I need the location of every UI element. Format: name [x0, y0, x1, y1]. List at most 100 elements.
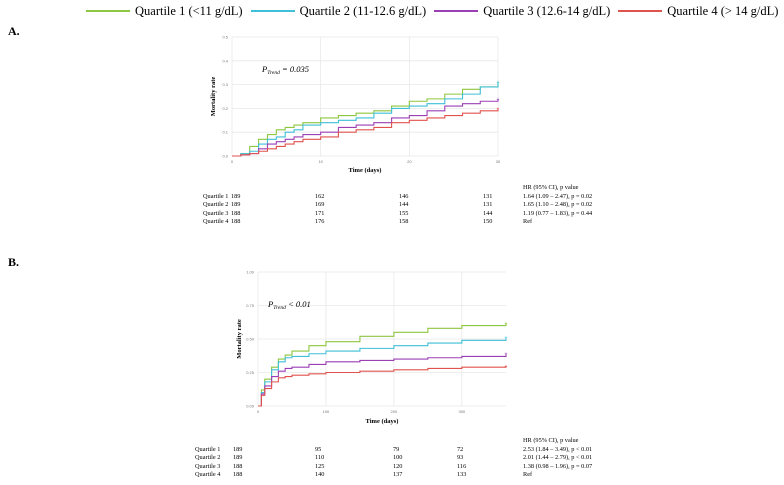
series-end-mark-a-q2: +: [497, 80, 500, 86]
risk-row-b-q3: Quartile 3 188 125 120 116 1.38 (0.98 – 1.96)…: [195, 463, 615, 472]
risk-hr-value: 2.53 (1.84 – 3.49), p < 0.01: [523, 445, 593, 453]
series-line-a-q1: [232, 82, 499, 157]
risk-count: 146: [399, 192, 409, 200]
risk-count: 95: [315, 445, 322, 453]
risk-row-label: Quartile 3: [195, 462, 221, 470]
risk-hr-value: 1.65 (1.10 – 2.48), p = 0.02: [523, 201, 593, 208]
risk-header-b: HR (95% CI), p value: [523, 437, 579, 444]
x-tick-label-a: 30: [496, 159, 501, 164]
risk-row-label: Quartile 2: [203, 201, 229, 208]
plot-area-a: [232, 37, 498, 156]
risk-count: 189: [231, 201, 241, 208]
risk-row-a-q2: Quartile 2 189 169 144 131 1.65 (1.10 – 2.48)…: [203, 201, 592, 210]
risk-count: 176: [315, 218, 325, 225]
risk-count: 189: [231, 192, 241, 200]
y-axis-label-a: Mortality rate: [210, 77, 217, 117]
risk-row-label: Quartile 4: [195, 471, 221, 478]
risk-hr-value: 1.38 (0.98 – 1.96), p = 0.07: [523, 462, 593, 470]
risk-count: 100: [393, 454, 403, 461]
y-axis-label-b: Mortality rate: [236, 319, 243, 359]
legend-item-q2: Quartile 2 (11-12.6 g/dL): [250, 3, 427, 19]
risk-count: 189: [233, 454, 243, 461]
y-tick-label-a: 0.0: [222, 154, 228, 159]
risk-row-b-q4: Quartile 4 188 140 137 133 Ref: [195, 471, 615, 480]
risk-count: 93: [457, 454, 464, 461]
y-tick-label-a: 0.2: [222, 106, 228, 111]
legend-swatch-q1: [86, 10, 130, 12]
risk-row-label: Quartile 3: [203, 209, 229, 217]
y-tick-label-b: 0.50: [246, 337, 255, 342]
x-tick-label-b: 300: [458, 409, 465, 414]
risk-row-label: Quartile 1: [195, 445, 221, 453]
series-end-mark-b-q4: +: [505, 364, 508, 370]
y-tick-label-b: 0.25: [246, 370, 255, 375]
x-axis-label-a: Time (days): [349, 167, 382, 174]
x-tick-label-b: 200: [391, 409, 398, 414]
risk-count: 188: [231, 218, 241, 225]
panel-b-label: B.: [8, 255, 20, 269]
series-end-mark-a-q4: +: [497, 106, 500, 112]
risk-count: 150: [483, 218, 493, 225]
risk-row-label: Quartile 4: [203, 218, 229, 225]
y-tick-label-a: 0.4: [222, 58, 228, 63]
series-line-b-q3: [258, 353, 507, 407]
y-tick-label-a: 0.5: [222, 35, 228, 40]
legend-label-q3: Quartile 3 (12.6-14 g/dL): [483, 3, 611, 18]
risk-count: 116: [457, 462, 467, 470]
risk-count: 188: [233, 462, 243, 470]
risk-count: 158: [399, 218, 409, 225]
legend: Quartile 1 (<11 g/dL) Quartile 2 (11-12.…: [86, 3, 784, 19]
risk-hr-value: Ref: [523, 471, 533, 478]
risk-table-a: HR (95% CI), p value Quartile 1 189 162 146 1…: [203, 184, 592, 232]
y-tick-label-b: 0.75: [246, 303, 255, 308]
risk-row-a-q3: Quartile 3 188 171 155 144 1.19 (0.77 – 1.83)…: [203, 209, 592, 219]
y-tick-label-a: 0.3: [222, 82, 228, 87]
risk-count: 155: [399, 209, 409, 217]
series-end-mark-b-q3: +: [505, 352, 508, 358]
series-end-mark-b-q2: +: [505, 336, 508, 342]
risk-hr-value: 2.01 (1.44 – 2.79), p < 0.01: [523, 454, 593, 461]
risk-row-label: Quartile 2: [195, 454, 221, 461]
legend-swatch-q3: [434, 10, 479, 12]
risk-row-a-q4: Quartile 4 188 176 158 150 Ref: [203, 218, 563, 227]
risk-count: 188: [231, 209, 241, 217]
risk-count: 120: [393, 462, 403, 470]
risk-count: 189: [233, 445, 243, 453]
risk-count: 110: [315, 454, 325, 461]
legend-label-q4: Quartile 4 (> 14 g/dL): [667, 3, 779, 18]
risk-count: 133: [457, 471, 467, 478]
series-end-mark-a-q3: +: [497, 97, 500, 103]
risk-row-b-q2: Quartile 2 189 110 100 93 2.01 (1.44 – 2.79),…: [195, 454, 615, 463]
risk-count: 72: [457, 445, 464, 453]
y-tick-label-b: 0.00: [246, 404, 255, 409]
risk-count: 140: [315, 471, 325, 478]
risk-count: 171: [315, 209, 325, 217]
risk-row-b-q1: Quartile 1 189 95 79 72 2.53 (1.84 – 3.49), p…: [195, 446, 615, 455]
p-trend-annotation-b: PTrend < 0.01: [267, 299, 311, 311]
series-line-a-q2: [232, 82, 499, 157]
legend-swatch-q4: [618, 10, 663, 12]
x-tick-label-b: 100: [323, 409, 330, 414]
risk-count: 188: [233, 471, 243, 478]
risk-count: 169: [315, 201, 325, 208]
x-tick-label-a: 0: [231, 159, 234, 164]
x-tick-label-a: 10: [318, 159, 323, 164]
risk-count: 144: [399, 201, 409, 208]
risk-count: 162: [315, 192, 325, 200]
p-trend-annotation-a: PTrend = 0.035: [261, 64, 309, 76]
legend-swatch-q2: [250, 10, 295, 12]
legend-label-q2: Quartile 2 (11-12.6 g/dL): [299, 3, 427, 18]
legend-item-q1: Quartile 1 (<11 g/dL): [86, 4, 243, 19]
risk-count: 131: [483, 201, 493, 208]
risk-count: 137: [393, 471, 403, 478]
risk-table-b: HR (95% CI), p value Quartile 1 189 95 79 72 2…: [195, 437, 615, 485]
risk-count: 125: [315, 462, 325, 470]
risk-row-a-q1: Quartile 1 189 162 146 131 1.64 (1.09 – 2.47)…: [203, 192, 592, 202]
legend-item-q3: Quartile 3 (12.6-14 g/dL): [434, 4, 610, 19]
x-tick-label-b: 0: [257, 409, 260, 414]
panel-a-label: A.: [8, 24, 20, 38]
legend-item-q4: Quartile 4 (> 14 g/dL): [618, 4, 778, 19]
risk-hr-value: 1.64 (1.09 – 2.47), p = 0.02: [523, 192, 593, 200]
risk-header-a: HR (95% CI), p value: [523, 184, 579, 191]
